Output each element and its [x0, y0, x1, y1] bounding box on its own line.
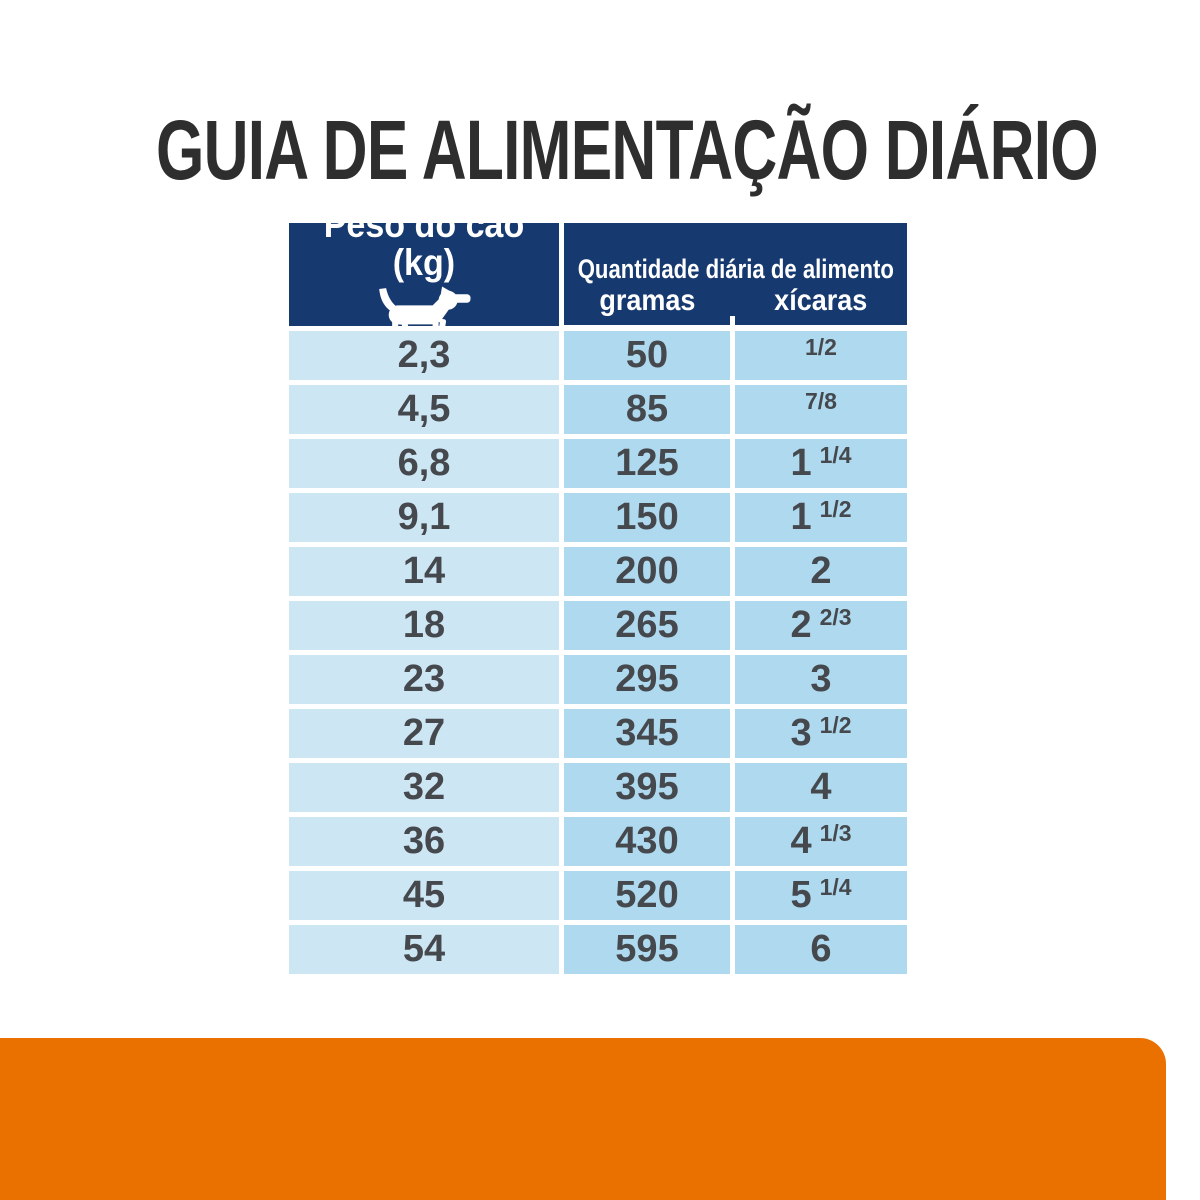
weight-cell: 36 — [289, 817, 559, 866]
cups-whole: 1 — [790, 496, 812, 538]
grams-cell: 520 — [564, 871, 730, 920]
cups-cell: 3 1/2 — [735, 709, 907, 758]
cups-fraction: 2/3 — [819, 604, 852, 630]
cups-cell: 5 1/4 — [735, 871, 907, 920]
weight-header-label-line2: (kg) — [392, 242, 456, 283]
cups-fraction: 1/4 — [819, 874, 852, 900]
grams-cell: 345 — [564, 709, 730, 758]
cups-fraction: 1/4 — [819, 442, 852, 468]
grams-cell: 200 — [564, 547, 730, 596]
weight-header-label-line1: Peso do cão — [323, 203, 525, 245]
cups-cell: 1 1/4 — [735, 439, 907, 488]
cups-cell: 7/8 — [735, 385, 907, 434]
cups-fraction: 1/2 — [819, 496, 852, 522]
grams-cell: 85 — [564, 385, 730, 434]
cups-column-label: xícaras — [774, 284, 868, 317]
weight-cell: 2,3 — [289, 331, 559, 380]
cups-cell: 2 2/3 — [735, 601, 907, 650]
cups-cell: 1/2 — [735, 331, 907, 380]
grams-cell: 395 — [564, 763, 730, 812]
cups-whole: 3 — [790, 712, 812, 754]
cups-whole: 5 — [790, 874, 812, 916]
cups-fraction: 1/2 — [819, 712, 852, 738]
weight-cell: 23 — [289, 655, 559, 704]
cups-fraction: 7/8 — [805, 388, 837, 414]
daily-amount-header-label: Quantidade diária de alimento — [577, 254, 894, 284]
cups-fraction: 1/2 — [805, 334, 837, 360]
grams-cell: 50 — [564, 331, 730, 380]
cups-cell: 6 — [735, 925, 907, 974]
cups-cell: 2 — [735, 547, 907, 596]
cups-cell: 4 — [735, 763, 907, 812]
grams-cell: 150 — [564, 493, 730, 542]
grams-cell: 265 — [564, 601, 730, 650]
grams-cell: 595 — [564, 925, 730, 974]
cups-whole: 6 — [810, 928, 832, 970]
weight-cell: 54 — [289, 925, 559, 974]
cups-whole: 1 — [790, 442, 812, 484]
weight-cell: 6,8 — [289, 439, 559, 488]
cups-cell: 4 1/3 — [735, 817, 907, 866]
weight-cell: 4,5 — [289, 385, 559, 434]
weight-header-cell: Peso do cão (kg) — [289, 205, 559, 343]
grams-cell: 430 — [564, 817, 730, 866]
weight-cell: 32 — [289, 763, 559, 812]
weight-cell: 9,1 — [289, 493, 559, 542]
bottom-orange-band — [0, 1038, 1166, 1200]
page-title: GUIA DE ALIMENTAÇÃO DIÁRIO — [156, 103, 1099, 197]
grams-column-label: gramas — [598, 284, 696, 317]
grams-column-header: gramas — [564, 277, 730, 325]
cups-column-header: xícaras — [735, 277, 907, 325]
weight-cell: 18 — [289, 601, 559, 650]
weight-cell: 14 — [289, 547, 559, 596]
cups-whole: 2 — [790, 604, 812, 646]
cups-cell: 1 1/2 — [735, 493, 907, 542]
weight-cell: 27 — [289, 709, 559, 758]
cups-whole: 3 — [810, 658, 832, 700]
cups-whole: 4 — [790, 820, 812, 862]
grams-cell: 125 — [564, 439, 730, 488]
cups-fraction: 1/3 — [819, 820, 852, 846]
cups-cell: 3 — [735, 655, 907, 704]
cups-whole: 4 — [810, 766, 832, 808]
feeding-guide-table: Peso do cão (kg) — [289, 205, 907, 974]
weight-cell: 45 — [289, 871, 559, 920]
grams-cell: 295 — [564, 655, 730, 704]
cups-whole: 2 — [810, 550, 832, 592]
